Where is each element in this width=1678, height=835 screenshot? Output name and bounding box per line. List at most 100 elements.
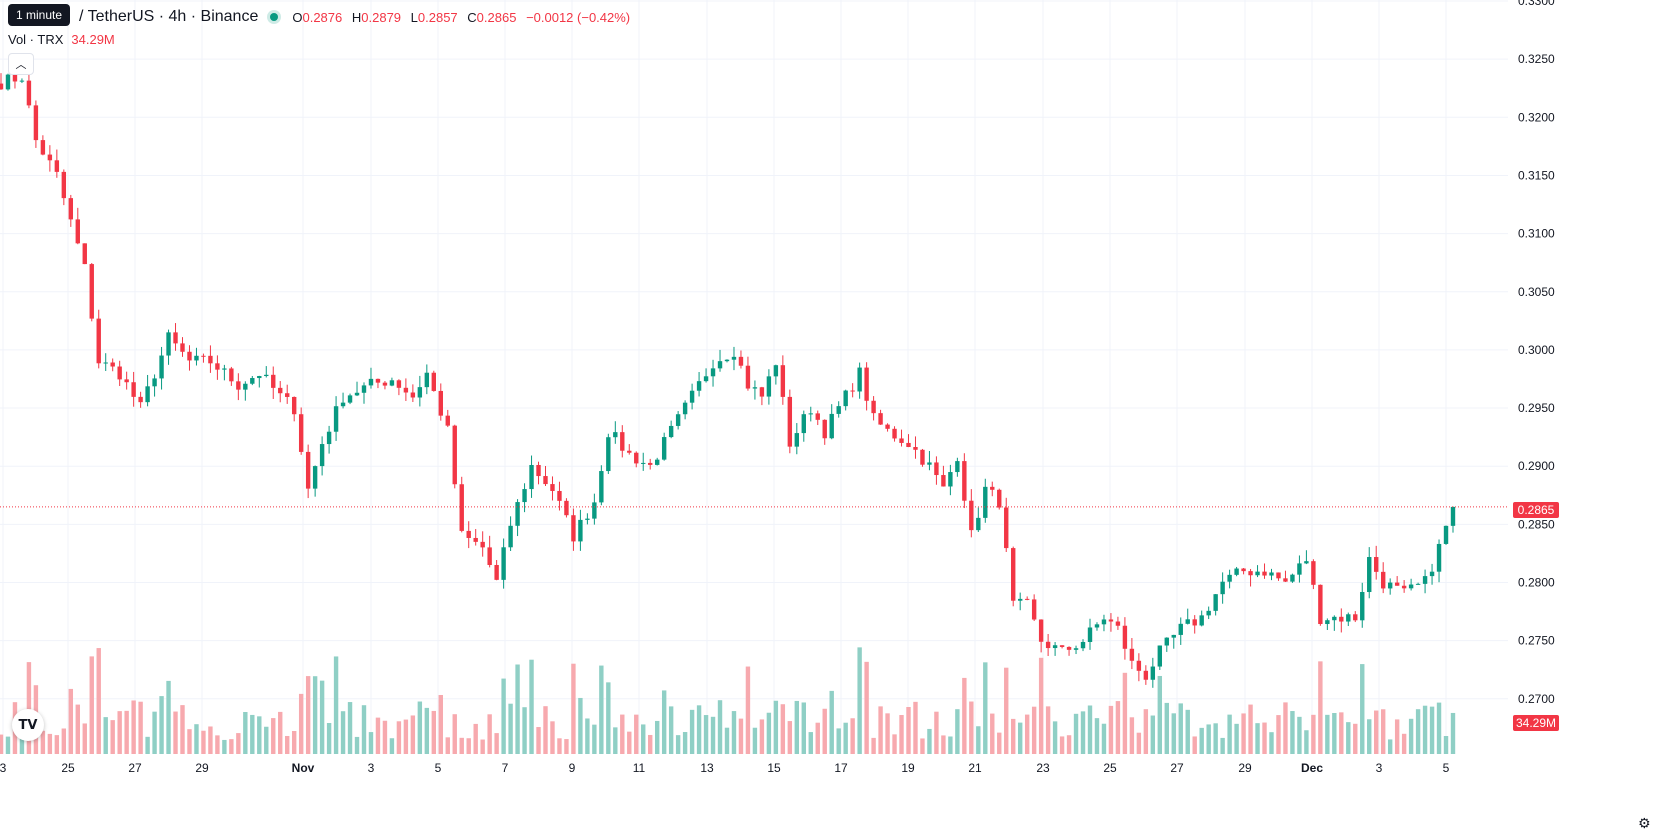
volume-bar	[1185, 709, 1190, 754]
candle-body	[1017, 598, 1023, 601]
candle-body	[501, 547, 506, 580]
candle-body	[752, 387, 758, 389]
volume-bar	[1157, 675, 1163, 754]
candle-body	[319, 444, 325, 467]
price-tick-label: 0.2700	[1518, 692, 1555, 706]
candle-body	[403, 387, 409, 393]
symbol-title[interactable]: / TetherUS · 4h · Binance	[79, 8, 259, 25]
price-axis[interactable]: 0.3300 0.3250 0.3200 0.3150 0.3100 0.3050 0.30…	[1508, 0, 1678, 835]
price-tick-label: 0.2950	[1518, 401, 1555, 415]
candle-body	[1122, 625, 1128, 649]
volume-tag: 34.29M	[1513, 715, 1559, 731]
volume-bar	[641, 724, 646, 754]
volume-bar	[515, 664, 520, 754]
candle-body	[661, 437, 667, 460]
volume-bar	[361, 705, 367, 754]
volume-bar	[138, 701, 143, 754]
volume-value: 34.29M	[71, 32, 115, 47]
time-axis[interactable]: 3 25 27 29 Nov 3 5 7 9 11 13 15 17 19 21 23 25 27 29 Dec 3 5	[0, 761, 1450, 775]
volume-bar	[250, 714, 255, 754]
candle-body	[1269, 572, 1274, 576]
candle-body	[969, 500, 974, 531]
collapse-legend-button[interactable]: ︿	[8, 53, 34, 75]
volume-bar	[997, 732, 1002, 754]
candle-body	[487, 547, 492, 565]
candle-body	[648, 462, 653, 465]
volume-bar	[780, 704, 786, 754]
candle-body	[1031, 599, 1037, 620]
volume-bar	[1108, 705, 1114, 754]
volume-bar	[808, 732, 813, 754]
volume-bar	[1408, 718, 1414, 754]
volume-bar	[962, 677, 967, 754]
volume-bar	[557, 738, 562, 754]
time-tick-label: 5	[435, 761, 442, 775]
volume-bar	[620, 714, 625, 754]
price-tick-label: 0.2850	[1518, 517, 1555, 531]
volume-bar	[773, 700, 779, 754]
candle-body	[208, 355, 213, 364]
candle-body	[431, 372, 437, 391]
candle-body	[1059, 645, 1065, 647]
volume-bar	[264, 726, 269, 754]
volume-bar	[229, 739, 234, 754]
volume-bar	[180, 705, 185, 754]
tradingview-logo-icon[interactable]: TV	[12, 709, 44, 741]
candle-body	[773, 365, 779, 377]
volume-bar	[1436, 702, 1442, 754]
candle-body	[236, 381, 241, 390]
volume-bar	[1101, 723, 1107, 754]
volume-bar	[417, 701, 423, 754]
volume-bar	[578, 697, 583, 754]
time-tick-label: 27	[128, 761, 142, 775]
candle-body	[976, 517, 981, 531]
candle-body	[529, 464, 534, 490]
volume-bar	[1346, 722, 1351, 754]
volume-bar	[340, 711, 346, 754]
candle-body	[166, 332, 171, 356]
candle-body	[417, 387, 423, 398]
volume-bar	[920, 738, 925, 754]
candle-body	[1387, 582, 1393, 589]
volume-bar	[661, 690, 667, 754]
candle-body	[934, 462, 939, 476]
candle-body	[375, 378, 381, 383]
volume-bar	[89, 656, 94, 754]
volume-bar	[257, 716, 262, 754]
candle-body	[1241, 568, 1246, 572]
volume-bar	[501, 678, 506, 754]
candle-body	[47, 154, 53, 161]
volume-bar	[285, 735, 290, 754]
price-tick-label: 0.3000	[1518, 343, 1555, 357]
candle-body	[201, 355, 206, 357]
volume-bar	[592, 724, 597, 754]
candle-body	[955, 461, 960, 473]
volume-bar	[1227, 714, 1232, 754]
time-tick-label: 23	[1036, 761, 1050, 775]
candle-body	[1115, 621, 1121, 626]
candle-body	[1004, 507, 1009, 549]
volume-bar	[1031, 706, 1037, 754]
candle-body	[703, 376, 709, 382]
candle-body	[19, 80, 25, 82]
candle-body	[1213, 594, 1218, 611]
volume-bar	[668, 706, 674, 754]
candle-body	[1234, 568, 1239, 575]
time-tick-label: 29	[195, 761, 209, 775]
volume-bar	[1297, 716, 1302, 754]
low-value: 0.2857	[417, 9, 458, 25]
high-label: H	[351, 9, 362, 25]
volume-bar	[955, 709, 960, 754]
volume-bar	[1024, 714, 1030, 754]
close-value: 0.2865	[476, 9, 517, 25]
candle-body	[117, 366, 122, 380]
candle-body	[668, 425, 674, 438]
candle-body	[1332, 616, 1337, 621]
chevron-up-icon: ︿	[15, 59, 27, 71]
price-tick-label: 0.2900	[1518, 459, 1555, 473]
candle-body	[396, 380, 402, 388]
gear-icon[interactable]: ⚙	[1638, 815, 1651, 831]
volume-bar	[375, 717, 381, 754]
candle-body	[1353, 614, 1358, 621]
